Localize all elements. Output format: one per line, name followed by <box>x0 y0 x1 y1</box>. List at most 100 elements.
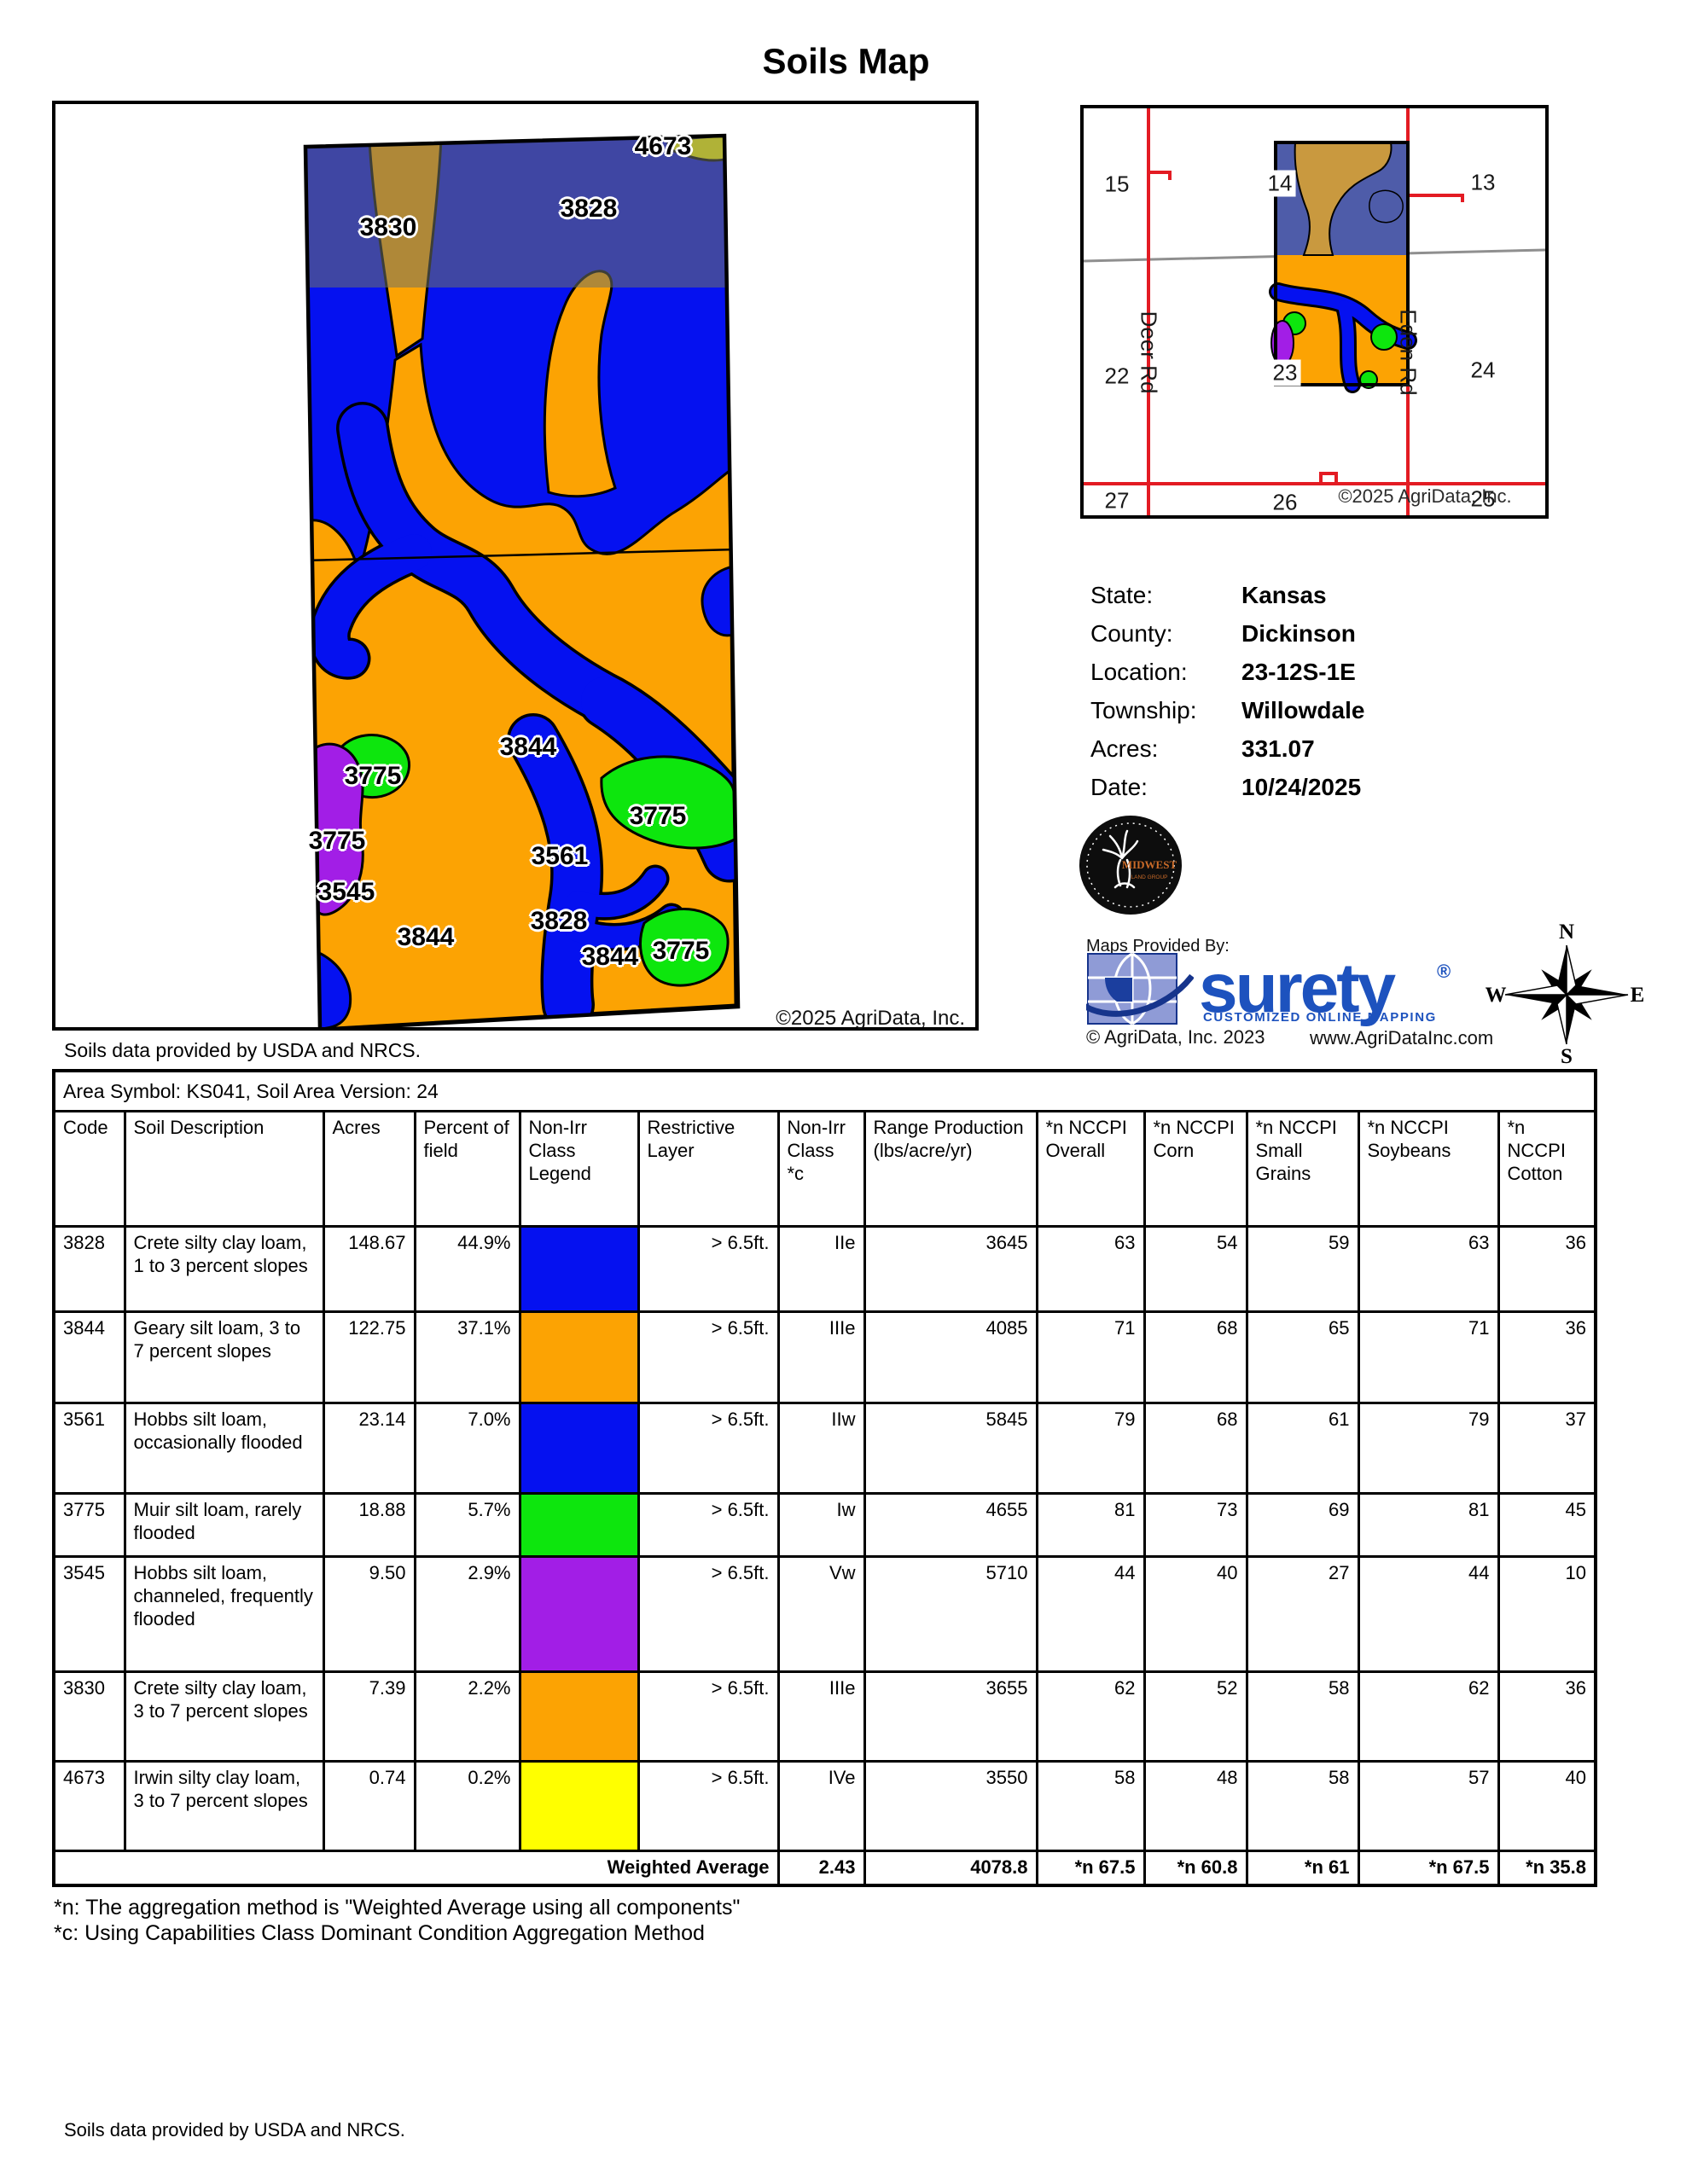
legend-color-swatch <box>518 1225 640 1314</box>
soil-region-3828-corner <box>315 951 352 1027</box>
cell-restrictive: > 6.5ft. <box>637 1225 780 1314</box>
weighted-cotton: *n 35.8 <box>1497 1850 1597 1887</box>
cell-soybeans: 63 <box>1357 1225 1500 1314</box>
cell-cotton: 36 <box>1497 1310 1597 1405</box>
cell-small_grains: 61 <box>1245 1402 1360 1496</box>
cell-corn: 52 <box>1143 1670 1248 1763</box>
soil-region-3561-channel <box>311 404 738 1027</box>
cell-acres: 7.39 <box>322 1670 416 1763</box>
cell-overall: 79 <box>1035 1402 1146 1496</box>
weighted-average-label: Weighted Average <box>52 1850 780 1887</box>
deer-icon <box>1102 829 1139 889</box>
cell-description: Crete silty clay loam, 1 to 3 percent sl… <box>123 1225 325 1314</box>
table-row: 3830 Crete silty clay loam, 3 to 7 percen… <box>52 1670 1597 1763</box>
soil-region-orange-hook <box>543 270 617 498</box>
cell-soybeans: 71 <box>1357 1310 1500 1405</box>
cell-code: 3830 <box>52 1670 126 1763</box>
compass-s-label: S <box>1561 1045 1573 1065</box>
cell-description: Crete silty clay loam, 3 to 7 percent sl… <box>123 1670 325 1763</box>
legend-color-swatch <box>518 1555 640 1674</box>
road-label-deer-rd: Deer Rd <box>1136 311 1162 394</box>
compass-e-label: E <box>1631 984 1645 1007</box>
cell-soybeans: 44 <box>1357 1555 1500 1674</box>
page-title: Soils Map <box>762 41 930 81</box>
cell-percent: 2.2% <box>413 1670 521 1763</box>
inset-copyright: ©2025 AgriData, Inc. <box>1338 485 1512 507</box>
column-header: *n NCCPI Cotton <box>1497 1110 1597 1228</box>
cell-percent: 2.9% <box>413 1555 521 1674</box>
cell-code: 3775 <box>52 1492 126 1559</box>
info-label: Township: <box>1090 697 1197 723</box>
weighted-production: 4078.8 <box>863 1850 1038 1887</box>
cell-overall: 58 <box>1035 1760 1146 1853</box>
soil-code-label: 3545 <box>317 878 375 906</box>
info-label: State: <box>1090 582 1154 608</box>
column-header: Soil Description <box>123 1110 325 1228</box>
cell-corn: 48 <box>1143 1760 1248 1853</box>
cell-production: 3655 <box>863 1670 1038 1763</box>
column-header: Restrictive Layer <box>637 1110 780 1228</box>
section-shade-overlay <box>305 136 738 288</box>
field-boundary <box>303 133 741 1027</box>
cell-overall: 71 <box>1035 1310 1146 1405</box>
section-number: 24 <box>1470 357 1496 383</box>
agridata-copyright: © AgriData, Inc. 2023 <box>1086 1026 1265 1048</box>
weighted-small_grains: *n 61 <box>1245 1850 1360 1887</box>
legend-color-swatch <box>518 1670 640 1763</box>
soil-code-label: 3775 <box>652 937 710 965</box>
cell-production: 4655 <box>863 1492 1038 1559</box>
cell-corn: 40 <box>1143 1555 1248 1674</box>
info-label: Date: <box>1090 774 1148 800</box>
column-header: Non-Irr Class Legend <box>518 1110 640 1228</box>
soil-region-blue-tongue <box>701 565 735 637</box>
cell-acres: 23.14 <box>322 1402 416 1496</box>
inset-property-minimap <box>1269 141 1417 393</box>
cell-cotton: 36 <box>1497 1670 1597 1763</box>
table-row: 3561 Hobbs silt loam, occasionally floode… <box>52 1402 1597 1496</box>
cell-description: Hobbs silt loam, channeled, frequently f… <box>123 1555 325 1674</box>
cell-corn: 73 <box>1143 1492 1248 1559</box>
table-row: 3545 Hobbs silt loam, channeled, frequent… <box>52 1555 1597 1674</box>
inset-graphic <box>1084 108 1545 515</box>
road-label-eden-rd: Eden Rd <box>1395 309 1422 396</box>
cell-small_grains: 65 <box>1245 1310 1360 1405</box>
cell-code: 3844 <box>52 1310 126 1405</box>
cell-percent: 0.2% <box>413 1760 521 1853</box>
cell-corn: 68 <box>1143 1402 1248 1496</box>
cell-acres: 122.75 <box>322 1310 416 1405</box>
cell-restrictive: > 6.5ft. <box>637 1555 780 1674</box>
soil-code-label: 3844 <box>499 733 557 761</box>
cell-restrictive: > 6.5ft. <box>637 1760 780 1853</box>
table-row: 3828 Crete silty clay loam, 1 to 3 percen… <box>52 1225 1597 1314</box>
soil-code-label: 3561 <box>531 842 589 870</box>
cell-acres: 148.67 <box>322 1225 416 1314</box>
soil-code-label: 3844 <box>397 923 455 951</box>
section-number: 27 <box>1104 487 1130 514</box>
cell-description: Hobbs silt loam, occasionally flooded <box>123 1402 325 1496</box>
weighted-corn: *n 60.8 <box>1143 1850 1248 1887</box>
soil-code-label: 3830 <box>359 213 417 241</box>
cell-restrictive: > 6.5ft. <box>637 1492 780 1559</box>
section-number: 26 <box>1272 489 1298 515</box>
cell-soybeans: 57 <box>1357 1760 1500 1853</box>
info-label: County: <box>1090 620 1173 647</box>
area-symbol-title: Area Symbol: KS041, Soil Area Version: 2… <box>52 1069 1597 1113</box>
cell-nonirr_class: Vw <box>776 1555 866 1674</box>
surety-globe-icon <box>1086 952 1194 1025</box>
cell-cotton: 10 <box>1497 1555 1597 1674</box>
cell-code: 3561 <box>52 1402 126 1496</box>
table-row: 4673 Irwin silty clay loam, 3 to 7 percen… <box>52 1760 1597 1853</box>
section-number: 22 <box>1104 363 1130 389</box>
cell-percent: 44.9% <box>413 1225 521 1314</box>
cell-nonirr_class: IIw <box>776 1402 866 1496</box>
cell-description: Irwin silty clay loam, 3 to 7 percent sl… <box>123 1760 325 1853</box>
cell-soybeans: 79 <box>1357 1402 1500 1496</box>
column-header: Acres <box>322 1110 416 1228</box>
column-header: Range Production (lbs/acre/yr) <box>863 1110 1038 1228</box>
weighted-average-row: Weighted Average 2.43 4078.8 *n 67.5 *n 60.8… <box>52 1850 1597 1887</box>
weighted-soybeans: *n 67.5 <box>1357 1850 1500 1887</box>
section-number: 25 <box>1470 485 1496 512</box>
cell-overall: 62 <box>1035 1670 1146 1763</box>
cell-restrictive: > 6.5ft. <box>637 1670 780 1763</box>
cell-description: Muir silt loam, rarely flooded <box>123 1492 325 1559</box>
